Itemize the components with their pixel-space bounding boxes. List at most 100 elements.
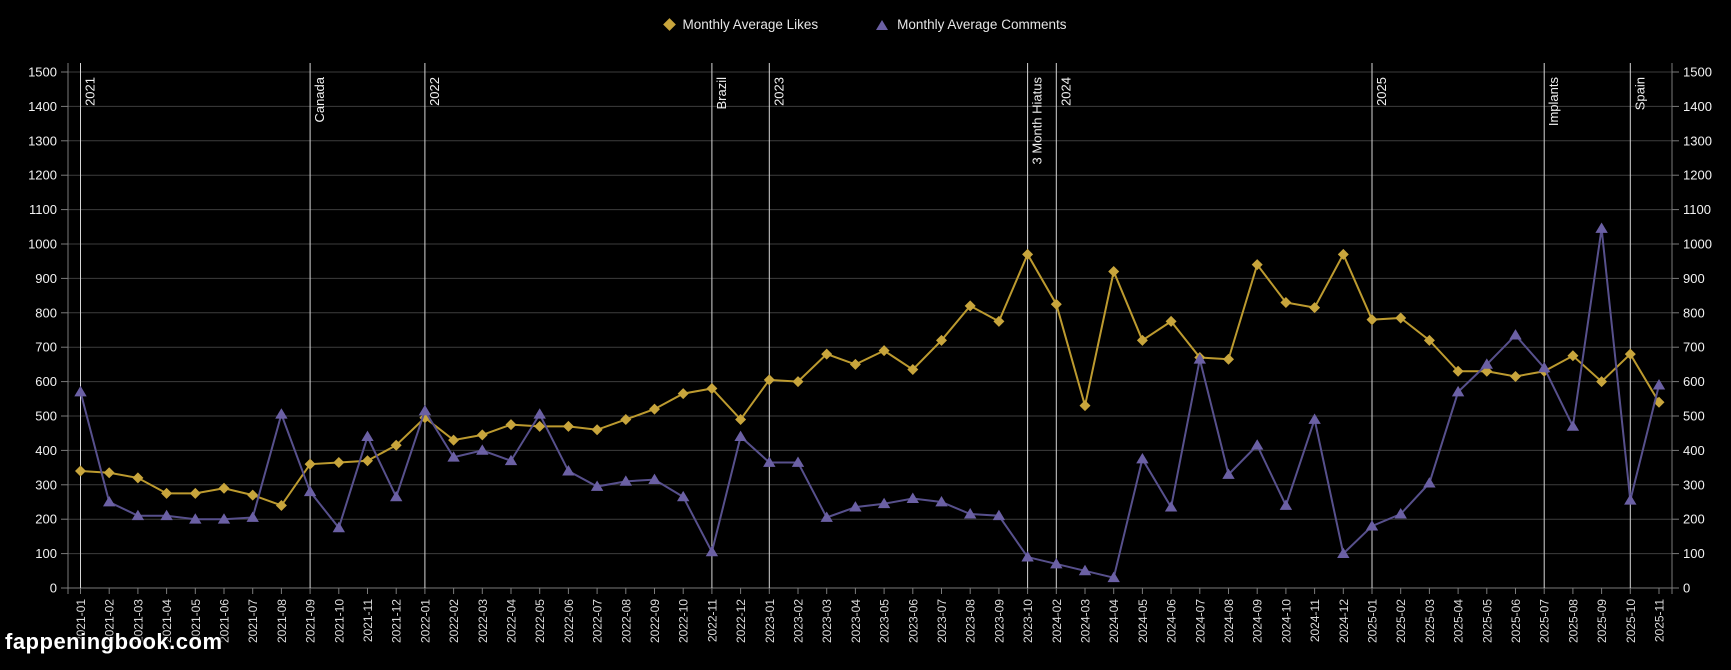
comments-point-2024-02[interactable]: [1050, 557, 1063, 569]
likes-point-2022-11[interactable]: [706, 382, 718, 394]
likes-point-2023-01[interactable]: [763, 374, 775, 386]
likes-point-2025-03[interactable]: [1423, 334, 1435, 346]
comments-point-2023-02[interactable]: [791, 456, 805, 467]
likes-point-2023-03[interactable]: [821, 348, 833, 360]
likes-point-2022-06[interactable]: [562, 420, 574, 432]
likes-point-2023-09[interactable]: [993, 315, 1005, 327]
likes-point-2022-02[interactable]: [448, 434, 460, 446]
likes-point-2023-10[interactable]: [1022, 248, 1034, 260]
likes-point-2021-04[interactable]: [161, 487, 173, 499]
likes-point-2024-04[interactable]: [1108, 266, 1120, 278]
legend-item-likes[interactable]: Monthly Average Likes: [662, 17, 818, 32]
likes-point-2025-06[interactable]: [1510, 370, 1521, 382]
likes-point-2025-02[interactable]: [1395, 312, 1407, 324]
comments-point-2023-05[interactable]: [877, 497, 891, 509]
likes-point-2022-12[interactable]: [735, 413, 747, 425]
comments-point-2024-07[interactable]: [1193, 353, 1206, 364]
comments-point-2022-11[interactable]: [705, 545, 719, 557]
comments-point-2023-03[interactable]: [820, 511, 833, 522]
likes-point-2021-08[interactable]: [275, 499, 287, 511]
likes-point-2022-05[interactable]: [534, 420, 546, 432]
likes-point-2022-08[interactable]: [620, 413, 632, 425]
comments-point-2024-03[interactable]: [1078, 564, 1092, 576]
comments-point-2021-05[interactable]: [189, 513, 202, 524]
likes-point-2025-09[interactable]: [1596, 376, 1608, 388]
comments-point-2021-10[interactable]: [332, 521, 345, 533]
comments-point-2025-07[interactable]: [1538, 361, 1551, 373]
comments-point-2025-11[interactable]: [1652, 379, 1666, 390]
likes-point-2021-05[interactable]: [189, 487, 201, 499]
comments-point-2022-07[interactable]: [590, 480, 604, 491]
likes-point-2022-07[interactable]: [591, 424, 603, 436]
comments-point-2022-06[interactable]: [562, 465, 575, 476]
comments-point-2024-11[interactable]: [1308, 413, 1321, 424]
likes-point-2024-12[interactable]: [1337, 248, 1349, 260]
comments-point-2024-08[interactable]: [1222, 468, 1235, 479]
likes-point-2021-07[interactable]: [247, 489, 259, 501]
comments-point-2022-08[interactable]: [619, 475, 632, 486]
comments-point-2021-08[interactable]: [275, 408, 288, 419]
comments-point-2025-05[interactable]: [1480, 358, 1493, 369]
likes-point-2025-01[interactable]: [1366, 314, 1378, 326]
comments-point-2022-10[interactable]: [677, 490, 690, 502]
comments-point-2022-03[interactable]: [476, 444, 489, 455]
likes-point-2024-02[interactable]: [1050, 298, 1062, 310]
comments-point-2021-09[interactable]: [303, 485, 317, 497]
comments-point-2023-10[interactable]: [1021, 551, 1034, 562]
comments-point-2024-06[interactable]: [1164, 501, 1178, 512]
likes-point-2022-10[interactable]: [677, 388, 689, 400]
likes-point-2024-08[interactable]: [1223, 353, 1234, 365]
comments-point-2021-01[interactable]: [74, 385, 87, 397]
comments-point-2021-04[interactable]: [160, 509, 173, 521]
comments-point-2022-02[interactable]: [447, 451, 460, 462]
likes-point-2021-09[interactable]: [304, 458, 316, 470]
likes-point-2025-08[interactable]: [1567, 350, 1579, 362]
legend-item-comments[interactable]: Monthly Average Comments: [876, 17, 1066, 32]
comments-point-2022-12[interactable]: [734, 430, 747, 442]
likes-point-2023-07[interactable]: [936, 334, 947, 346]
comments-point-2025-09[interactable]: [1595, 222, 1608, 233]
comments-point-2021-11[interactable]: [361, 430, 374, 442]
likes-point-2023-02[interactable]: [792, 376, 804, 388]
likes-point-2025-10[interactable]: [1624, 348, 1636, 360]
likes-point-2022-09[interactable]: [649, 403, 660, 415]
comments-point-2023-06[interactable]: [906, 492, 919, 503]
likes-point-2025-04[interactable]: [1452, 365, 1464, 377]
likes-point-2023-05[interactable]: [878, 345, 890, 357]
likes-point-2024-06[interactable]: [1165, 315, 1177, 327]
comments-point-2022-09[interactable]: [648, 473, 661, 485]
comments-point-2022-04[interactable]: [504, 454, 518, 466]
likes-point-2024-05[interactable]: [1136, 334, 1148, 346]
likes-point-2023-06[interactable]: [907, 364, 919, 376]
likes-point-2021-11[interactable]: [362, 455, 373, 467]
likes-point-2023-04[interactable]: [849, 358, 861, 370]
comments-point-2025-02[interactable]: [1394, 508, 1407, 519]
likes-point-2024-10[interactable]: [1280, 296, 1292, 308]
likes-point-2021-12[interactable]: [390, 439, 402, 451]
likes-point-2021-02[interactable]: [103, 467, 115, 479]
comments-point-2023-09[interactable]: [992, 509, 1006, 521]
likes-point-2022-03[interactable]: [476, 429, 488, 441]
likes-point-2022-04[interactable]: [505, 419, 517, 431]
comments-point-2023-04[interactable]: [849, 501, 862, 512]
likes-point-2023-08[interactable]: [964, 300, 976, 312]
comments-point-2021-12[interactable]: [390, 490, 403, 502]
comments-point-2025-01[interactable]: [1365, 520, 1379, 531]
comments-point-2021-07[interactable]: [246, 511, 259, 522]
comments-point-2025-06[interactable]: [1509, 329, 1522, 340]
comments-point-2022-01[interactable]: [418, 404, 432, 416]
comments-point-2025-10[interactable]: [1624, 494, 1637, 505]
comments-point-2024-12[interactable]: [1337, 547, 1350, 558]
likes-point-2021-06[interactable]: [218, 482, 230, 494]
comments-point-2023-08[interactable]: [964, 508, 977, 519]
comments-point-2024-04[interactable]: [1107, 571, 1120, 583]
comments-point-2025-04[interactable]: [1451, 385, 1465, 397]
likes-point-2021-01[interactable]: [75, 465, 86, 477]
comments-point-2024-10[interactable]: [1279, 499, 1293, 510]
comments-point-2022-05[interactable]: [533, 408, 546, 419]
comments-point-2024-05[interactable]: [1136, 453, 1149, 464]
likes-point-2021-10[interactable]: [333, 456, 345, 468]
likes-point-2021-03[interactable]: [132, 472, 144, 484]
comments-point-2025-03[interactable]: [1423, 477, 1436, 488]
comments-point-2021-02[interactable]: [103, 496, 116, 507]
